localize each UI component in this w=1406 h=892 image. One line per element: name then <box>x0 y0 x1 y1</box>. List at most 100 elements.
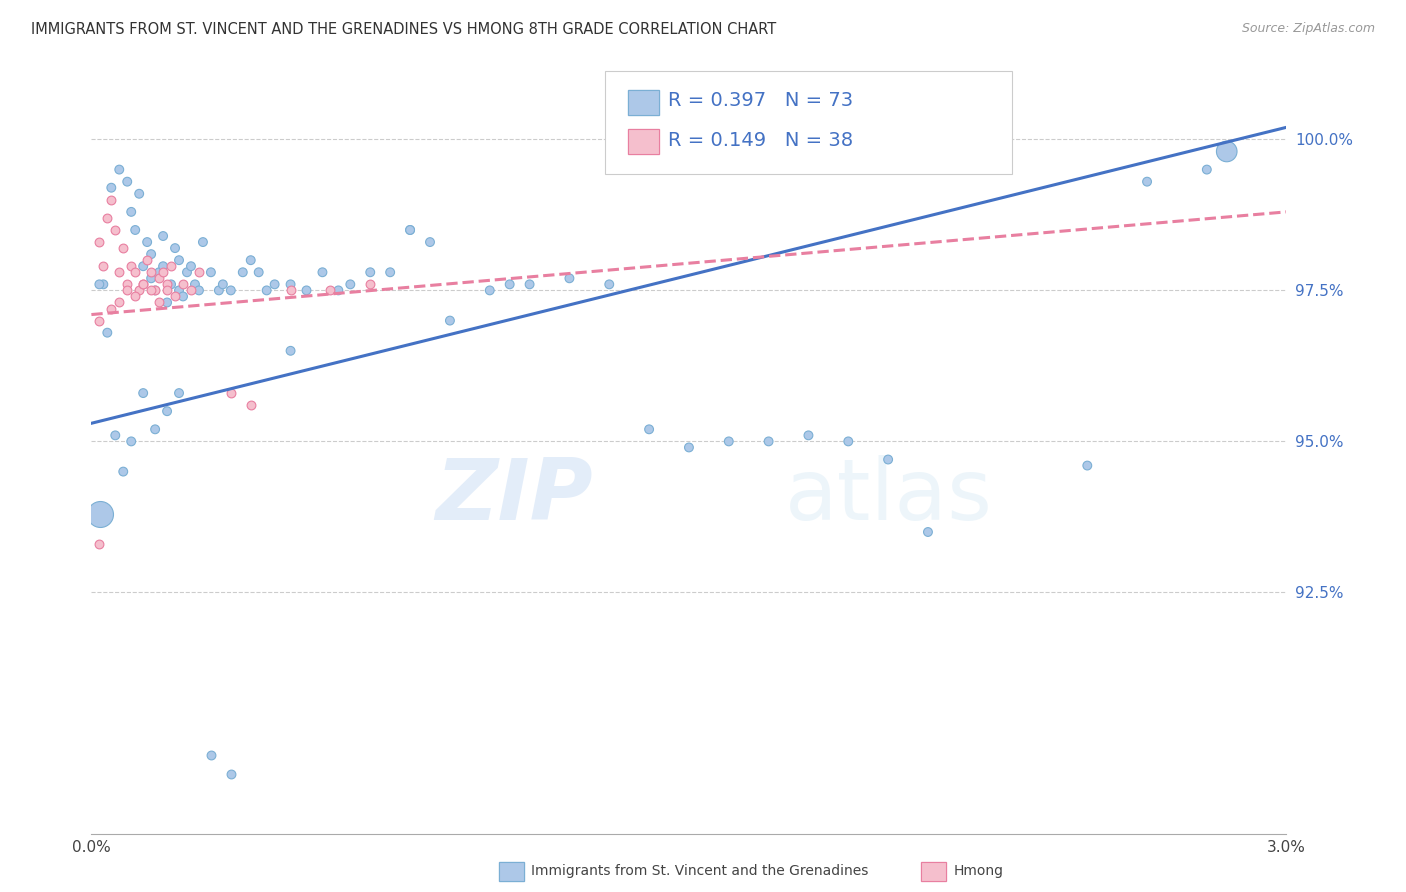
Point <box>152 229 174 244</box>
Point <box>160 277 183 292</box>
Point <box>295 284 318 298</box>
Point <box>108 295 131 310</box>
Point <box>112 241 135 255</box>
Point <box>100 193 122 207</box>
Point <box>136 235 159 249</box>
Point <box>148 295 170 310</box>
Point <box>188 284 211 298</box>
Point <box>188 265 211 279</box>
Text: Hmong: Hmong <box>953 864 1004 879</box>
Point <box>143 422 166 436</box>
Text: R = 0.397   N = 73: R = 0.397 N = 73 <box>668 91 853 111</box>
Point <box>232 265 254 279</box>
Text: atlas: atlas <box>785 455 993 538</box>
Point <box>152 259 174 273</box>
Point <box>678 441 700 455</box>
Point <box>558 271 581 285</box>
Point <box>160 259 183 273</box>
Point <box>89 507 111 521</box>
Point <box>200 265 222 279</box>
Point <box>89 235 111 249</box>
Point <box>112 465 135 479</box>
Point <box>115 277 138 292</box>
Point <box>128 284 150 298</box>
Point <box>148 265 170 279</box>
Point <box>141 265 162 279</box>
Point <box>219 284 242 298</box>
Point <box>141 284 162 298</box>
Point <box>598 277 620 292</box>
Point <box>104 428 127 442</box>
Point <box>419 235 441 249</box>
Point <box>184 277 207 292</box>
Point <box>128 186 150 201</box>
Point <box>519 277 541 292</box>
Point <box>263 277 285 292</box>
Text: Source: ZipAtlas.com: Source: ZipAtlas.com <box>1241 22 1375 36</box>
Point <box>877 452 900 467</box>
Point <box>498 277 520 292</box>
Point <box>208 284 231 298</box>
Text: IMMIGRANTS FROM ST. VINCENT AND THE GRENADINES VS HMONG 8TH GRADE CORRELATION CH: IMMIGRANTS FROM ST. VINCENT AND THE GREN… <box>31 22 776 37</box>
Point <box>152 265 174 279</box>
Point <box>132 386 155 401</box>
Point <box>837 434 859 449</box>
Point <box>141 271 162 285</box>
Point <box>797 428 820 442</box>
Point <box>108 162 131 177</box>
Point <box>93 277 114 292</box>
Point <box>132 259 155 273</box>
Point <box>115 284 138 298</box>
Point <box>311 265 333 279</box>
Point <box>115 175 138 189</box>
Point <box>96 211 118 225</box>
Point <box>917 524 939 539</box>
Point <box>399 223 422 237</box>
Point <box>1195 162 1218 177</box>
Point <box>148 271 170 285</box>
Point <box>280 277 302 292</box>
Point <box>167 253 190 268</box>
Point <box>141 247 162 261</box>
Point <box>1215 145 1237 159</box>
Text: Immigrants from St. Vincent and the Grenadines: Immigrants from St. Vincent and the Gren… <box>531 864 869 879</box>
Point <box>219 386 242 401</box>
Point <box>219 766 242 780</box>
Point <box>156 404 179 418</box>
Point <box>256 284 278 298</box>
Point <box>124 265 146 279</box>
Point <box>120 434 142 449</box>
Point <box>93 259 114 273</box>
Point <box>1136 175 1159 189</box>
Point <box>132 277 155 292</box>
Point <box>136 253 159 268</box>
Point <box>143 284 166 298</box>
Point <box>339 277 361 292</box>
Point <box>172 289 194 303</box>
Text: ZIP: ZIP <box>436 455 593 538</box>
Point <box>1076 458 1098 473</box>
Point <box>399 223 422 237</box>
Point <box>100 301 122 316</box>
Point <box>758 434 780 449</box>
Point <box>280 284 302 298</box>
Point <box>100 180 122 194</box>
Point <box>717 434 740 449</box>
Point <box>143 284 166 298</box>
Point <box>104 223 127 237</box>
Point <box>180 284 202 298</box>
Text: R = 0.149   N = 38: R = 0.149 N = 38 <box>668 130 853 150</box>
Point <box>120 259 142 273</box>
Point <box>124 223 146 237</box>
Point <box>172 277 194 292</box>
Point <box>156 295 179 310</box>
Point <box>167 386 190 401</box>
Point <box>167 284 190 298</box>
Point <box>638 422 661 436</box>
Point <box>163 289 186 303</box>
Point <box>319 284 342 298</box>
Point <box>191 235 214 249</box>
Point <box>89 537 111 551</box>
Point <box>120 205 142 219</box>
Point <box>247 265 270 279</box>
